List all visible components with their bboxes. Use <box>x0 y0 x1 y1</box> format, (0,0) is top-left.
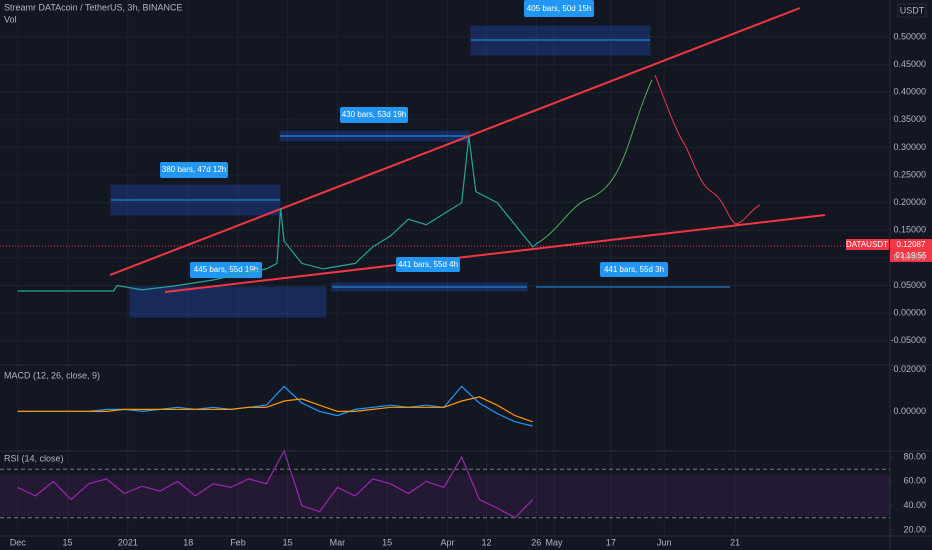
y-tick-label: 0.10000 <box>893 252 926 262</box>
annotation-label: 430 bars, 53d 19h <box>342 110 407 119</box>
annotation-label: 441 bars, 55d 3h <box>604 265 664 274</box>
y-tick-label: 0.00000 <box>893 307 926 317</box>
range-box <box>129 286 327 318</box>
y-tick-label: 0.15000 <box>893 225 926 235</box>
annotation-label: 445 bars, 55d 19h <box>194 265 259 274</box>
annotation-label: 441 bars, 55d 4h <box>398 260 458 269</box>
indicator-line <box>17 385 533 427</box>
annotation-labels: 405 bars, 50d 15h 430 bars, 53d 19h 380 … <box>160 0 668 278</box>
countdown: 01:19:55 <box>895 251 927 260</box>
annotation-box <box>600 262 668 277</box>
trend-line <box>109 7 801 276</box>
x-tick-label: 15 <box>382 537 392 547</box>
annotation-box <box>190 262 262 278</box>
currency[interactable]: USDT <box>900 5 925 15</box>
x-tick-label: 15 <box>62 537 72 547</box>
y-tick-label: 0.30000 <box>893 142 926 152</box>
y-tick-label: 40.00 <box>903 500 926 510</box>
rsi-band-fill <box>0 475 890 516</box>
x-tick-label: Dec <box>10 537 27 547</box>
x-tick-label: 18 <box>183 537 193 547</box>
y-tick-label: 0.25000 <box>893 169 926 179</box>
x-tick-label: 17 <box>606 537 616 547</box>
trend-line <box>164 214 826 293</box>
price-tag <box>890 239 932 262</box>
y-tick-label: 60.00 <box>903 476 926 486</box>
y-tick-label: 0.00000 <box>893 406 926 416</box>
annotation-box <box>340 107 408 123</box>
y-tick-label: 20.00 <box>903 524 926 534</box>
projection-down <box>654 74 761 225</box>
x-tick-label: 12 <box>482 537 492 547</box>
indicator-line <box>17 396 533 423</box>
price-line <box>17 136 541 292</box>
currency-box[interactable] <box>897 3 927 18</box>
symbol-tag-text: DATAUSDT <box>846 240 888 249</box>
volume-label: Vol <box>4 14 17 24</box>
x-tick-label: Apr <box>440 537 454 547</box>
y-tick-label: 80.00 <box>903 451 926 461</box>
annotation-box <box>524 0 594 17</box>
annotation-label: 405 bars, 50d 15h <box>527 4 592 13</box>
x-tick-label: May <box>546 537 564 547</box>
annotation-box <box>160 162 228 178</box>
projection-up <box>535 79 653 245</box>
x-tick-label: 21 <box>730 537 740 547</box>
price-tag-text: 0.12087 <box>897 240 926 249</box>
y-tick-label: 0.02000 <box>893 364 926 374</box>
x-tick-label: Jun <box>657 537 672 547</box>
macd-title: MACD (12, 26, close, 9) <box>4 370 100 380</box>
annotation-box <box>396 257 460 272</box>
y-tick-label: 0.40000 <box>893 87 926 97</box>
x-tick-label: 2021 <box>118 537 138 547</box>
indicator-line <box>17 449 534 519</box>
x-tick-label: Feb <box>230 537 246 547</box>
y-tick-label: 0.35000 <box>893 114 926 124</box>
symbol-tag <box>846 239 889 250</box>
grid <box>0 0 890 536</box>
y-tick-label: 0.50000 <box>893 31 926 41</box>
x-tick-label: 15 <box>283 537 293 547</box>
symbol-title: Streamr DATAcoin / TetherUS, 3h, BINANCE <box>4 2 183 12</box>
y-tick-label: 0.20000 <box>893 197 926 207</box>
y-tick-label: -0.05000 <box>890 335 926 345</box>
rsi-title: RSI (14, close) <box>4 453 64 463</box>
drawings <box>0 7 890 318</box>
y-tick-label: 0.05000 <box>893 280 926 290</box>
x-tick-label: 26 <box>531 537 541 547</box>
x-tick-label: Mar <box>330 537 346 547</box>
annotation-label: 380 bars, 47d 12h <box>162 165 227 174</box>
y-tick-label: 0.45000 <box>893 59 926 69</box>
